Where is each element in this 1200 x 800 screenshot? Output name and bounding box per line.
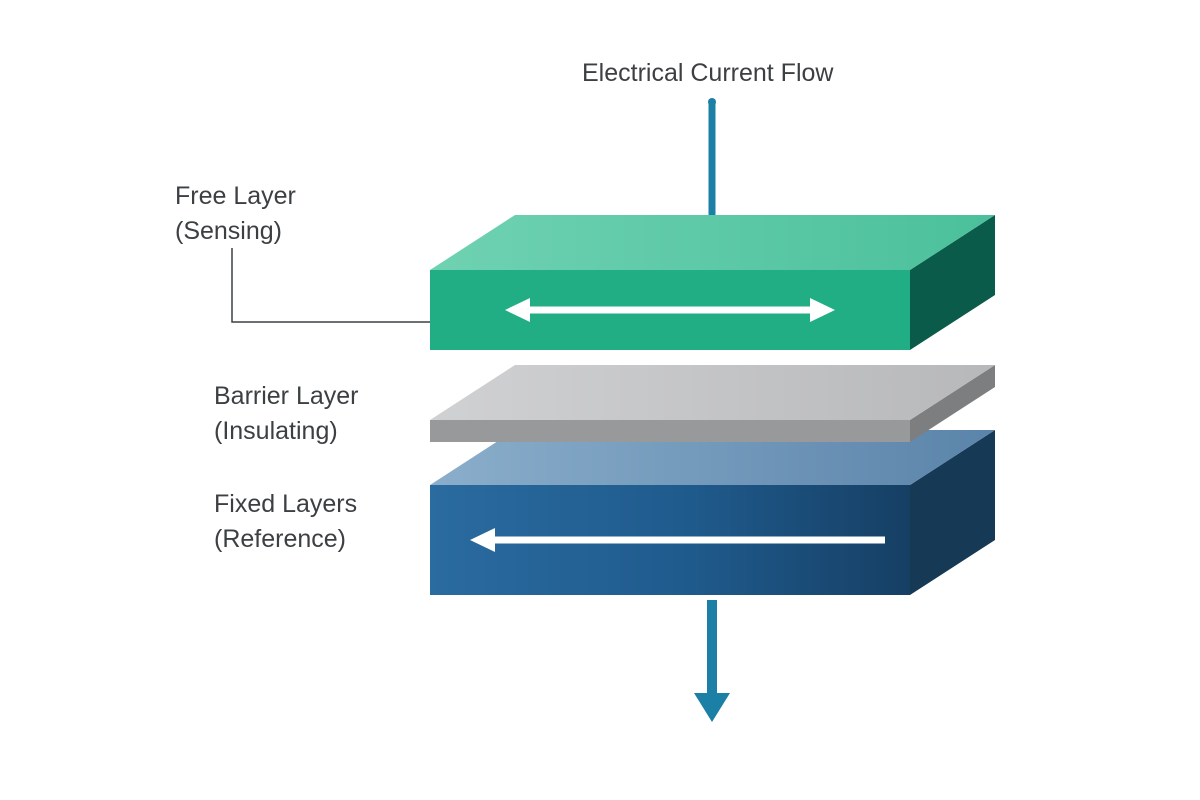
barrier-layer bbox=[430, 365, 995, 442]
layer-stack-diagram bbox=[0, 0, 1200, 800]
current-flow-top-arrow bbox=[708, 98, 716, 218]
free-layer bbox=[430, 215, 995, 350]
free-layer-leader bbox=[232, 248, 430, 322]
fixed-layer bbox=[430, 430, 995, 595]
current-flow-bottom-arrow bbox=[694, 600, 730, 722]
